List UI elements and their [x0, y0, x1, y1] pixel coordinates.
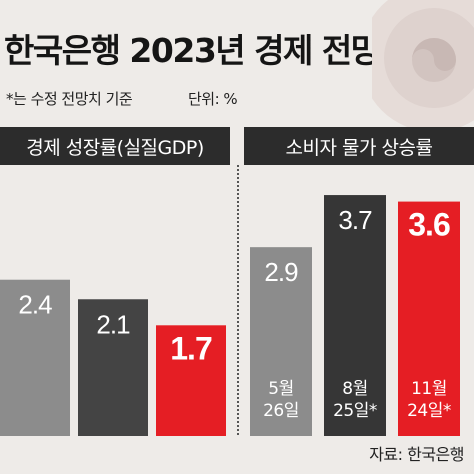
bar-0-2	[156, 325, 226, 436]
growth-panel-header: 경제 성장률(실질GDP)	[0, 127, 230, 165]
unit-label: 단위: %	[188, 90, 238, 108]
value-label-1-0: 2.9	[264, 257, 298, 287]
source-label: 자료: 한국은행	[369, 445, 464, 464]
panel-divider	[237, 165, 239, 435]
value-label-0-0: 2.4	[18, 290, 52, 320]
bar-0-1	[78, 299, 148, 436]
bank-seal-watermark	[372, 0, 474, 128]
bar-1-2	[398, 201, 460, 436]
category-label-1-0: 5월 26일	[263, 379, 299, 421]
value-label-0-2: 1.7	[170, 330, 212, 366]
category-label-1-2: 11월 24일*	[407, 379, 451, 421]
value-label-1-1: 3.7	[338, 205, 372, 235]
inflation-panel-header: 소비자 물가 상승률	[244, 127, 474, 165]
bar-1-0	[250, 247, 312, 436]
page-title: 한국은행 2023년 경제 전망	[4, 31, 381, 70]
revision-note: *는 수정 전망치 기준	[6, 90, 133, 108]
value-label-0-1: 2.1	[96, 309, 130, 339]
category-label-1-1: 8월 25일*	[333, 379, 377, 421]
bar-1-1	[324, 195, 386, 436]
value-label-1-2: 3.6	[408, 207, 450, 243]
bar-0-0	[0, 279, 70, 436]
